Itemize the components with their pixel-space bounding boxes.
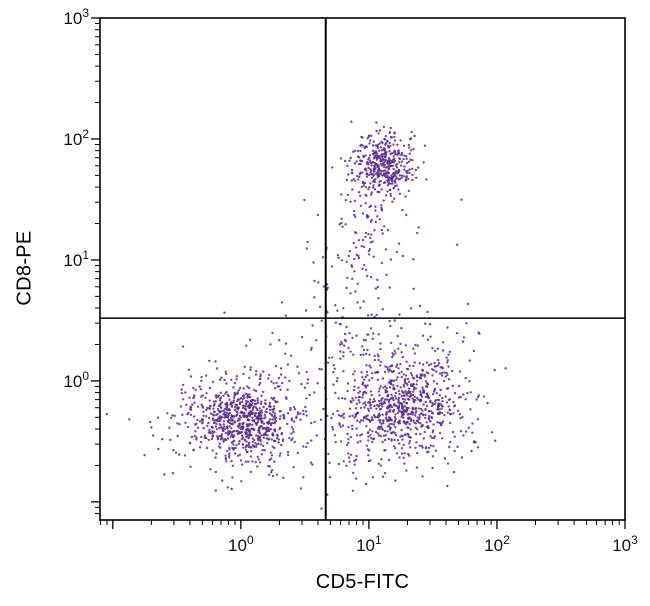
scatter-points: [105, 120, 507, 510]
y-axis-title: CD8-PE: [13, 230, 36, 306]
plot-frame: [99, 17, 626, 521]
y-tick-label: 102: [63, 127, 89, 149]
axis-ticks: [91, 17, 626, 529]
x-tick-label: 100: [228, 533, 254, 555]
x-axis-title: CD5-FITC: [315, 571, 410, 593]
x-tick-label: 103: [612, 533, 638, 555]
x-tick-label: 102: [484, 533, 510, 555]
y-tick-label: 101: [63, 248, 89, 270]
y-tick-label: 103: [63, 6, 89, 28]
y-tick-label: 100: [63, 369, 89, 391]
x-tick-label: 101: [356, 533, 382, 555]
axis-tick-labels: 100 101 102 103 100 101 102 103: [63, 6, 638, 555]
